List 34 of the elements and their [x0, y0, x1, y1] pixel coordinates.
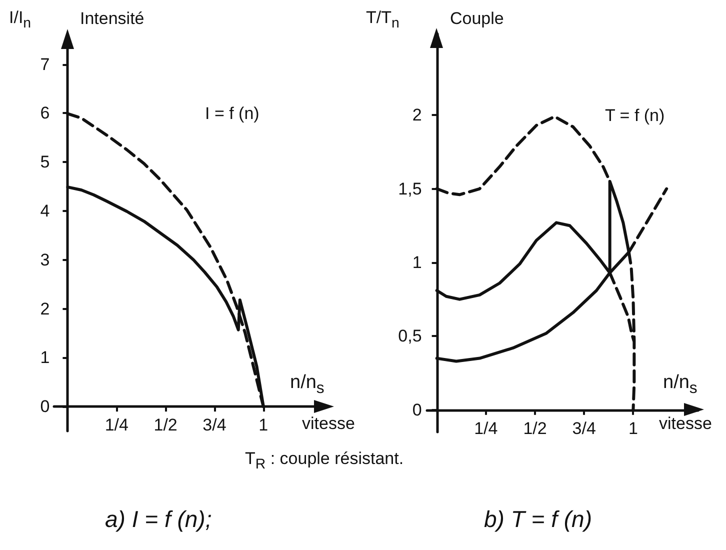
y-tick-label: 0 — [412, 400, 422, 420]
y-tick-label: 2 — [412, 106, 422, 125]
text: Couple — [450, 9, 504, 30]
x-tick-label: 1/4 — [104, 416, 128, 435]
y-tick-label: 6 — [40, 104, 50, 123]
annotation: I = f (n) — [205, 104, 260, 124]
x-tick-label: 1/2 — [523, 418, 547, 438]
y-tick-label: 1 — [40, 348, 50, 368]
y-tick-label: 1,5 — [398, 179, 422, 198]
y-tick-label: 0,5 — [398, 326, 422, 346]
y-axis-title: T/T$_{n}$ — [366, 8, 400, 32]
y-tick-label: 7 — [40, 54, 50, 74]
text: T$_{R}$ : couple résistant. — [245, 449, 404, 474]
annotation: vitesse — [659, 414, 712, 434]
text: a) I = f (n); — [105, 506, 212, 534]
annotation: T = f (n) — [605, 106, 665, 126]
x-tick-label: 1 — [628, 418, 638, 438]
y-axis-title: I/I$_{n}$ — [9, 8, 32, 32]
y-tick-label: 2 — [40, 299, 50, 318]
text: b) T = f (n) — [484, 506, 592, 534]
y-tick-label: 1 — [412, 252, 422, 272]
x-axis-title: n/n$_{s}$ — [663, 372, 698, 399]
y-tick-label: 5 — [40, 152, 50, 172]
y-tick-label: 3 — [40, 250, 50, 270]
y-tick-label: 0 — [40, 397, 50, 416]
x-tick-label: 1/4 — [474, 418, 498, 438]
x-tick-label: 1 — [258, 416, 268, 435]
x-tick-label: 1/2 — [154, 416, 178, 435]
annotation: vitesse — [302, 414, 355, 434]
text: Intensité — [80, 9, 144, 30]
x-tick-label: 3/4 — [202, 416, 226, 435]
y-tick-label: 4 — [40, 202, 50, 220]
x-axis-title: n/n$_{s}$ — [290, 372, 324, 399]
x-tick-label: 3/4 — [572, 418, 596, 438]
